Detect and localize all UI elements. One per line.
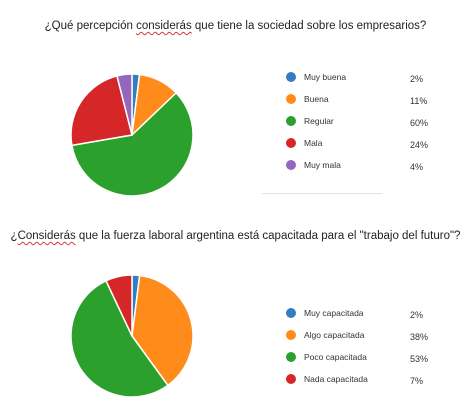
title-spellcheck-word: considerás <box>136 20 192 32</box>
legend-label: Buena <box>304 94 329 104</box>
chart-legend: Muy capacitada 2% Algo capacitada 38% Poco c… <box>282 306 432 394</box>
legend-item-mala: Mala 24% <box>282 136 432 158</box>
pie-slice-nada-capacitada <box>105 274 133 337</box>
legend-item-poco-capacitada: Poco capacitada 53% <box>282 350 432 372</box>
chart-title: ¿Qué percepción considerás que tiene la … <box>0 20 471 32</box>
chart-legend: Muy buena 2% Buena 11% Regular 60% Mala 24% Muy … <box>282 70 432 180</box>
legend-divider <box>262 193 382 194</box>
legend-swatch <box>286 72 296 82</box>
pie-slice-regular <box>71 91 194 197</box>
pie-slice-muy-mala <box>116 73 133 136</box>
legend-value: 60% <box>410 118 429 128</box>
legend-value: 7% <box>410 376 424 386</box>
chart-perception-empresarios: ¿Qué percepción considerás que tiene la … <box>0 20 471 197</box>
legend-swatch <box>286 116 296 126</box>
chart-fuerza-laboral: ¿Considerás que la fuerza laboral argent… <box>0 222 471 411</box>
title-pre: ¿Qué percepción <box>44 20 137 32</box>
legend-item-muy-buena: Muy buena 2% <box>282 70 432 92</box>
legend-value: 2% <box>410 310 424 320</box>
legend-swatch <box>286 352 296 362</box>
legend-value: 11% <box>410 96 428 106</box>
legend-value: 2% <box>410 74 424 84</box>
legend-label: Muy buena <box>304 72 347 82</box>
legend-item-nada-capacitada: Nada capacitada 7% <box>282 372 432 394</box>
pie-chart <box>70 73 194 197</box>
legend-label: Algo capacitada <box>304 330 365 340</box>
legend-swatch <box>286 94 296 104</box>
pie-slice-mala <box>70 74 133 147</box>
legend-label: Muy mala <box>304 160 341 170</box>
legend-swatch <box>286 160 296 170</box>
pie-chart <box>70 274 194 398</box>
pie-slice-algo-capacitada <box>131 274 194 387</box>
legend-item-buena: Buena 11% <box>282 92 432 114</box>
legend-label: Poco capacitada <box>304 352 367 362</box>
legend-swatch <box>286 330 296 340</box>
legend-value: 24% <box>410 140 429 150</box>
title-post: que la fuerza laboral argentina está cap… <box>75 230 461 242</box>
title-pre: ¿ <box>10 230 18 242</box>
title-spellcheck-word: Considerás <box>17 230 76 242</box>
legend-value: 4% <box>410 162 424 172</box>
legend-value: 53% <box>410 354 429 364</box>
legend-item-regular: Regular 60% <box>282 114 432 136</box>
legend-label: Nada capacitada <box>304 374 368 384</box>
legend-swatch <box>286 138 296 148</box>
legend-value: 38% <box>410 332 429 342</box>
legend-item-algo-capacitada: Algo capacitada 38% <box>282 328 432 350</box>
title-post: que tiene la sociedad sobre los empresar… <box>191 20 427 32</box>
legend-item-muy-capacitada: Muy capacitada 2% <box>282 306 432 328</box>
legend-swatch <box>286 308 296 318</box>
legend-label: Regular <box>304 116 334 126</box>
legend-swatch <box>286 374 296 384</box>
legend-item-muy-mala: Muy mala 4% <box>282 158 432 180</box>
legend-label: Mala <box>304 138 323 148</box>
chart-title: ¿Considerás que la fuerza laboral argent… <box>0 230 471 242</box>
pie-slice-poco-capacitada <box>70 279 169 398</box>
legend-label: Muy capacitada <box>304 308 364 318</box>
